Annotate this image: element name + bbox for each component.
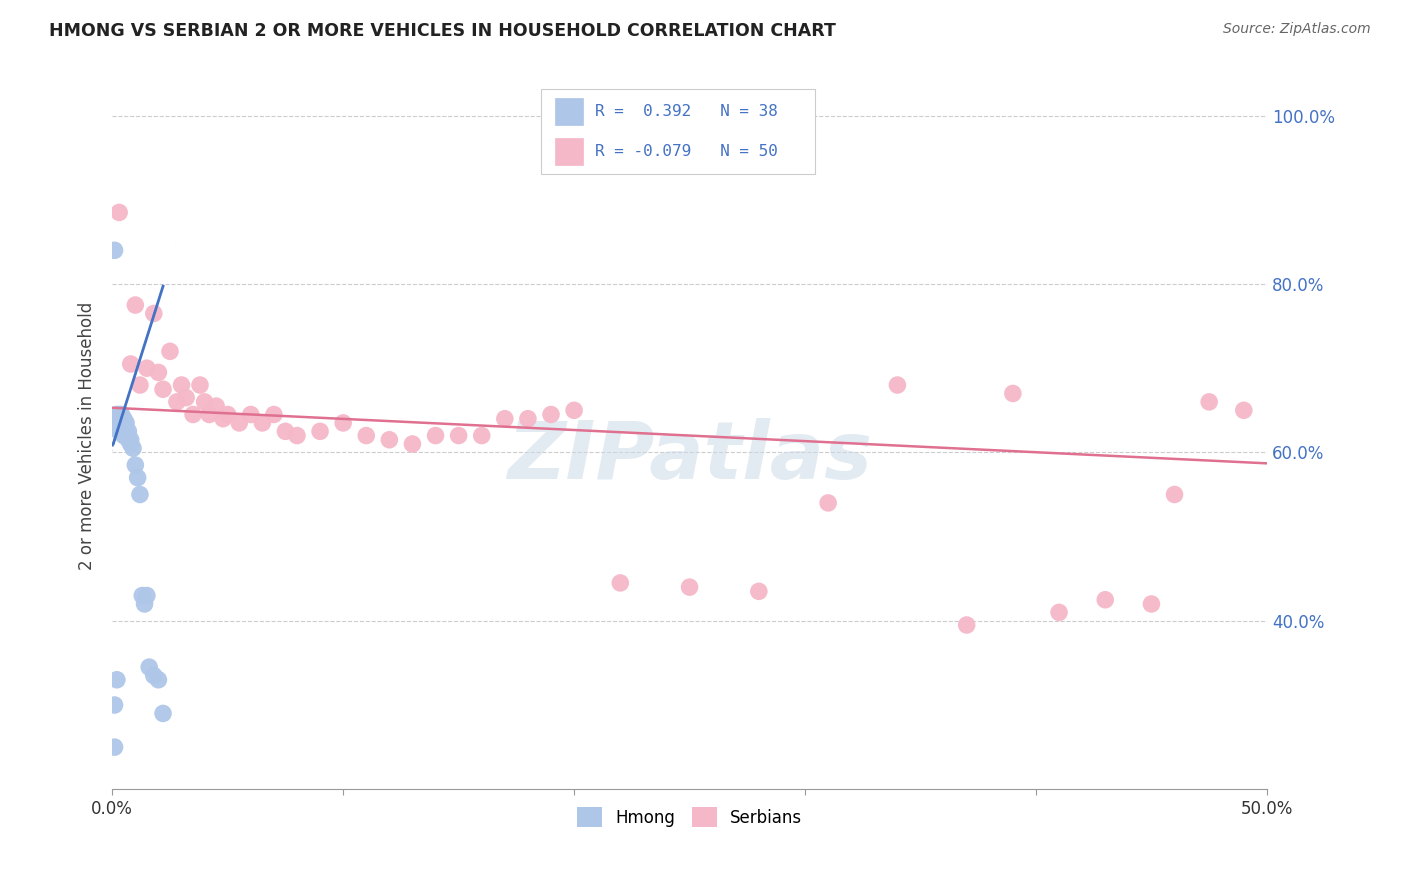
Point (378, 433, 401, 447)
Text: Source: ZipAtlas.com: Source: ZipAtlas.com (1223, 22, 1371, 37)
Point (110, 411, 132, 425)
Point (129, 378, 152, 392)
Point (166, 395, 188, 409)
Point (134, 597, 156, 611)
Point (194, 395, 217, 409)
Point (131, 589, 153, 603)
Point (148, 365, 170, 379)
Point (1163, 487, 1185, 501)
Point (117, 433, 139, 447)
Point (1001, 386, 1024, 401)
Point (108, 420, 131, 434)
Point (285, 428, 308, 442)
Text: R =  0.392   N = 38: R = 0.392 N = 38 (595, 104, 778, 119)
Point (108, 408, 131, 422)
Point (108, 205, 131, 219)
Point (152, 382, 174, 396)
Point (494, 411, 516, 425)
Point (115, 416, 138, 430)
Point (239, 408, 262, 422)
Point (1140, 597, 1163, 611)
Point (115, 428, 138, 442)
Point (124, 458, 146, 472)
Point (447, 428, 470, 442)
Point (212, 411, 235, 425)
Point (332, 416, 354, 430)
Point (228, 416, 250, 430)
Point (540, 408, 562, 422)
Point (120, 433, 142, 447)
Point (142, 668, 165, 682)
Point (110, 416, 132, 430)
Point (105, 420, 128, 434)
Point (198, 408, 221, 422)
Point (135, 361, 157, 376)
Point (401, 437, 423, 451)
Point (138, 660, 160, 674)
Point (956, 618, 979, 632)
Point (120, 437, 142, 451)
Point (152, 706, 174, 721)
Point (105, 408, 128, 422)
Point (117, 425, 139, 439)
Point (135, 589, 157, 603)
Point (205, 399, 228, 413)
Point (122, 441, 145, 455)
Point (748, 584, 770, 599)
Point (1047, 606, 1070, 620)
Point (1198, 395, 1220, 409)
Point (188, 378, 211, 392)
Point (120, 357, 142, 371)
Point (170, 378, 193, 392)
Point (609, 575, 631, 590)
Point (115, 425, 138, 439)
Point (103, 244, 125, 258)
Point (110, 425, 132, 439)
Point (1233, 403, 1256, 417)
Point (159, 344, 181, 359)
Point (124, 298, 146, 312)
Text: ZIPatlas: ZIPatlas (508, 417, 872, 496)
Point (425, 428, 447, 442)
Point (516, 411, 538, 425)
Point (181, 408, 204, 422)
Point (678, 580, 700, 594)
Point (217, 408, 239, 422)
Point (108, 411, 131, 425)
Point (817, 496, 839, 510)
Point (103, 740, 125, 755)
Point (356, 428, 378, 442)
Point (112, 411, 135, 425)
Point (112, 416, 135, 430)
Point (174, 391, 197, 405)
Point (886, 378, 908, 392)
Point (103, 698, 125, 712)
Point (127, 470, 149, 484)
Point (562, 403, 585, 417)
Point (110, 408, 132, 422)
Text: HMONG VS SERBIAN 2 OR MORE VEHICLES IN HOUSEHOLD CORRELATION CHART: HMONG VS SERBIAN 2 OR MORE VEHICLES IN H… (49, 22, 837, 40)
Point (1094, 592, 1116, 607)
Point (309, 425, 332, 439)
Point (142, 306, 165, 320)
Legend: Hmong, Serbians: Hmong, Serbians (571, 800, 808, 834)
Point (471, 428, 494, 442)
Point (105, 673, 128, 687)
Point (263, 408, 285, 422)
Point (252, 416, 274, 430)
Point (108, 425, 131, 439)
Text: R = -0.079   N = 50: R = -0.079 N = 50 (595, 145, 778, 159)
Point (129, 487, 152, 501)
Point (112, 425, 135, 439)
Point (105, 411, 128, 425)
Point (108, 416, 131, 430)
Y-axis label: 2 or more Vehicles in Household: 2 or more Vehicles in Household (79, 301, 96, 570)
Point (148, 673, 170, 687)
Point (112, 428, 135, 442)
Point (274, 425, 297, 439)
